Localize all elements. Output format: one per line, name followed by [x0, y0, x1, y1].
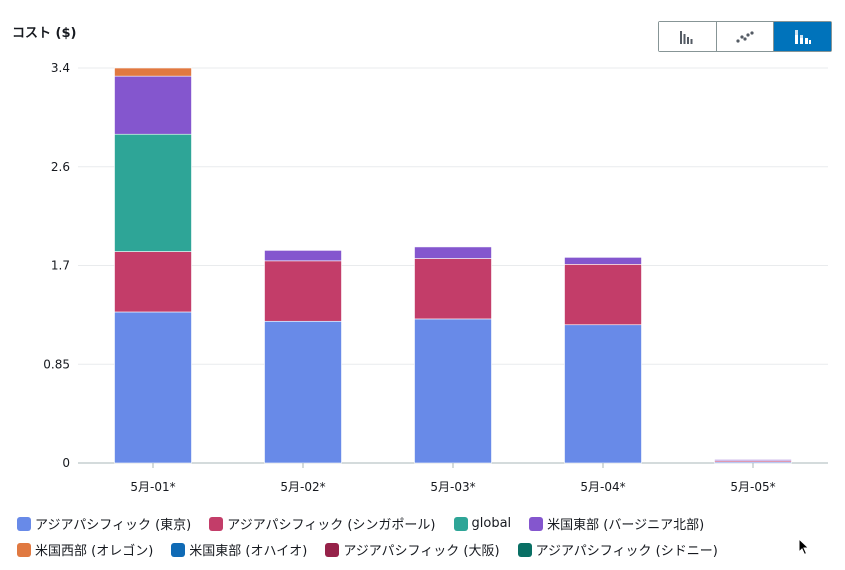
bar-segment [114, 251, 192, 313]
bar-segment [564, 264, 642, 326]
y-tick-label: 1.7 [51, 259, 70, 273]
bar-chart-button[interactable] [659, 22, 716, 51]
x-tick-label: 5月-05* [730, 480, 775, 494]
legend-label: アジアパシフィック (シドニー) [535, 544, 718, 559]
legend-label: 米国東部 (バージニア北部) [547, 518, 705, 533]
stacked-bar-chart: 0 0.85 1.7 2.6 3.4 5月-01* 5月-02* 5月-03* 5月-04* 5月… [43, 61, 828, 494]
legend-item[interactable]: 米国西部 (オレゴン) [17, 540, 153, 559]
y-tick-label: 0.85 [43, 357, 70, 371]
legend-item[interactable]: アジアパシフィック (シンガポール) [209, 514, 436, 533]
bar-segment [264, 260, 342, 322]
legend-swatch [209, 516, 224, 531]
bar-segment [414, 246, 492, 259]
legend-label: 米国東部 (オハイオ) [189, 544, 308, 559]
legend-label: アジアパシフィック (シンガポール) [227, 518, 436, 533]
legend-label: 米国西部 (オレゴン) [35, 544, 154, 559]
legend-swatch [17, 516, 31, 531]
bar-segment [714, 459, 792, 461]
legend-item[interactable]: 米国東部 (オハイオ) [171, 540, 307, 559]
legend-label: アジアパシフィック (東京) [35, 518, 192, 533]
legend-label: global [471, 516, 512, 531]
mouse-cursor-icon [798, 538, 810, 556]
bar-segment [264, 320, 342, 464]
scatter-chart-icon [736, 30, 754, 43]
x-tick-label: 5月-02* [280, 480, 325, 494]
bar-segment [114, 133, 192, 252]
bar-segment [414, 258, 492, 320]
bar-segment [114, 311, 192, 464]
legend-item[interactable]: アジアパシフィック (東京) [17, 514, 191, 533]
x-tick-label: 5月-04* [580, 480, 625, 494]
bar-segment [564, 324, 642, 464]
x-tick-label: 5月-03* [430, 480, 475, 494]
bar-chart-icon [680, 30, 693, 44]
scatter-chart-button[interactable] [715, 22, 774, 51]
legend-item[interactable]: アジアパシフィック (シドニー) [517, 540, 718, 559]
legend-swatch [325, 542, 340, 557]
chart-type-toggle[interactable] [658, 21, 832, 52]
legend-item[interactable]: global [453, 514, 512, 533]
stacked-bar-chart-button[interactable] [773, 22, 832, 51]
legend-label: アジアパシフィック (大阪) [343, 544, 500, 559]
legend-swatch [171, 542, 186, 557]
y-tick-label: 3.4 [51, 61, 70, 75]
bar-segment [114, 67, 192, 77]
y-tick-label: 2.6 [51, 160, 70, 174]
x-tick-label: 5月-01* [130, 480, 175, 494]
legend-item[interactable]: 米国東部 (バージニア北部) [529, 514, 704, 533]
legend-item[interactable]: アジアパシフィック (大阪) [325, 540, 500, 559]
legend-swatch [529, 516, 544, 531]
bar-segment [414, 318, 492, 464]
y-tick-label: 0 [62, 456, 70, 470]
bar-segment [114, 75, 192, 135]
stacked-bar-chart-icon [794, 29, 811, 44]
bar-segment [264, 250, 342, 262]
legend-swatch [453, 516, 468, 531]
y-axis-title: コスト ($) [12, 26, 77, 41]
legend-swatch [17, 542, 31, 557]
chart-legend: アジアパシフィック (東京) アジアパシフィック (シンガポール) global 米国… [17, 514, 777, 559]
legend-swatch [517, 542, 532, 557]
bar-segment [564, 257, 642, 265]
